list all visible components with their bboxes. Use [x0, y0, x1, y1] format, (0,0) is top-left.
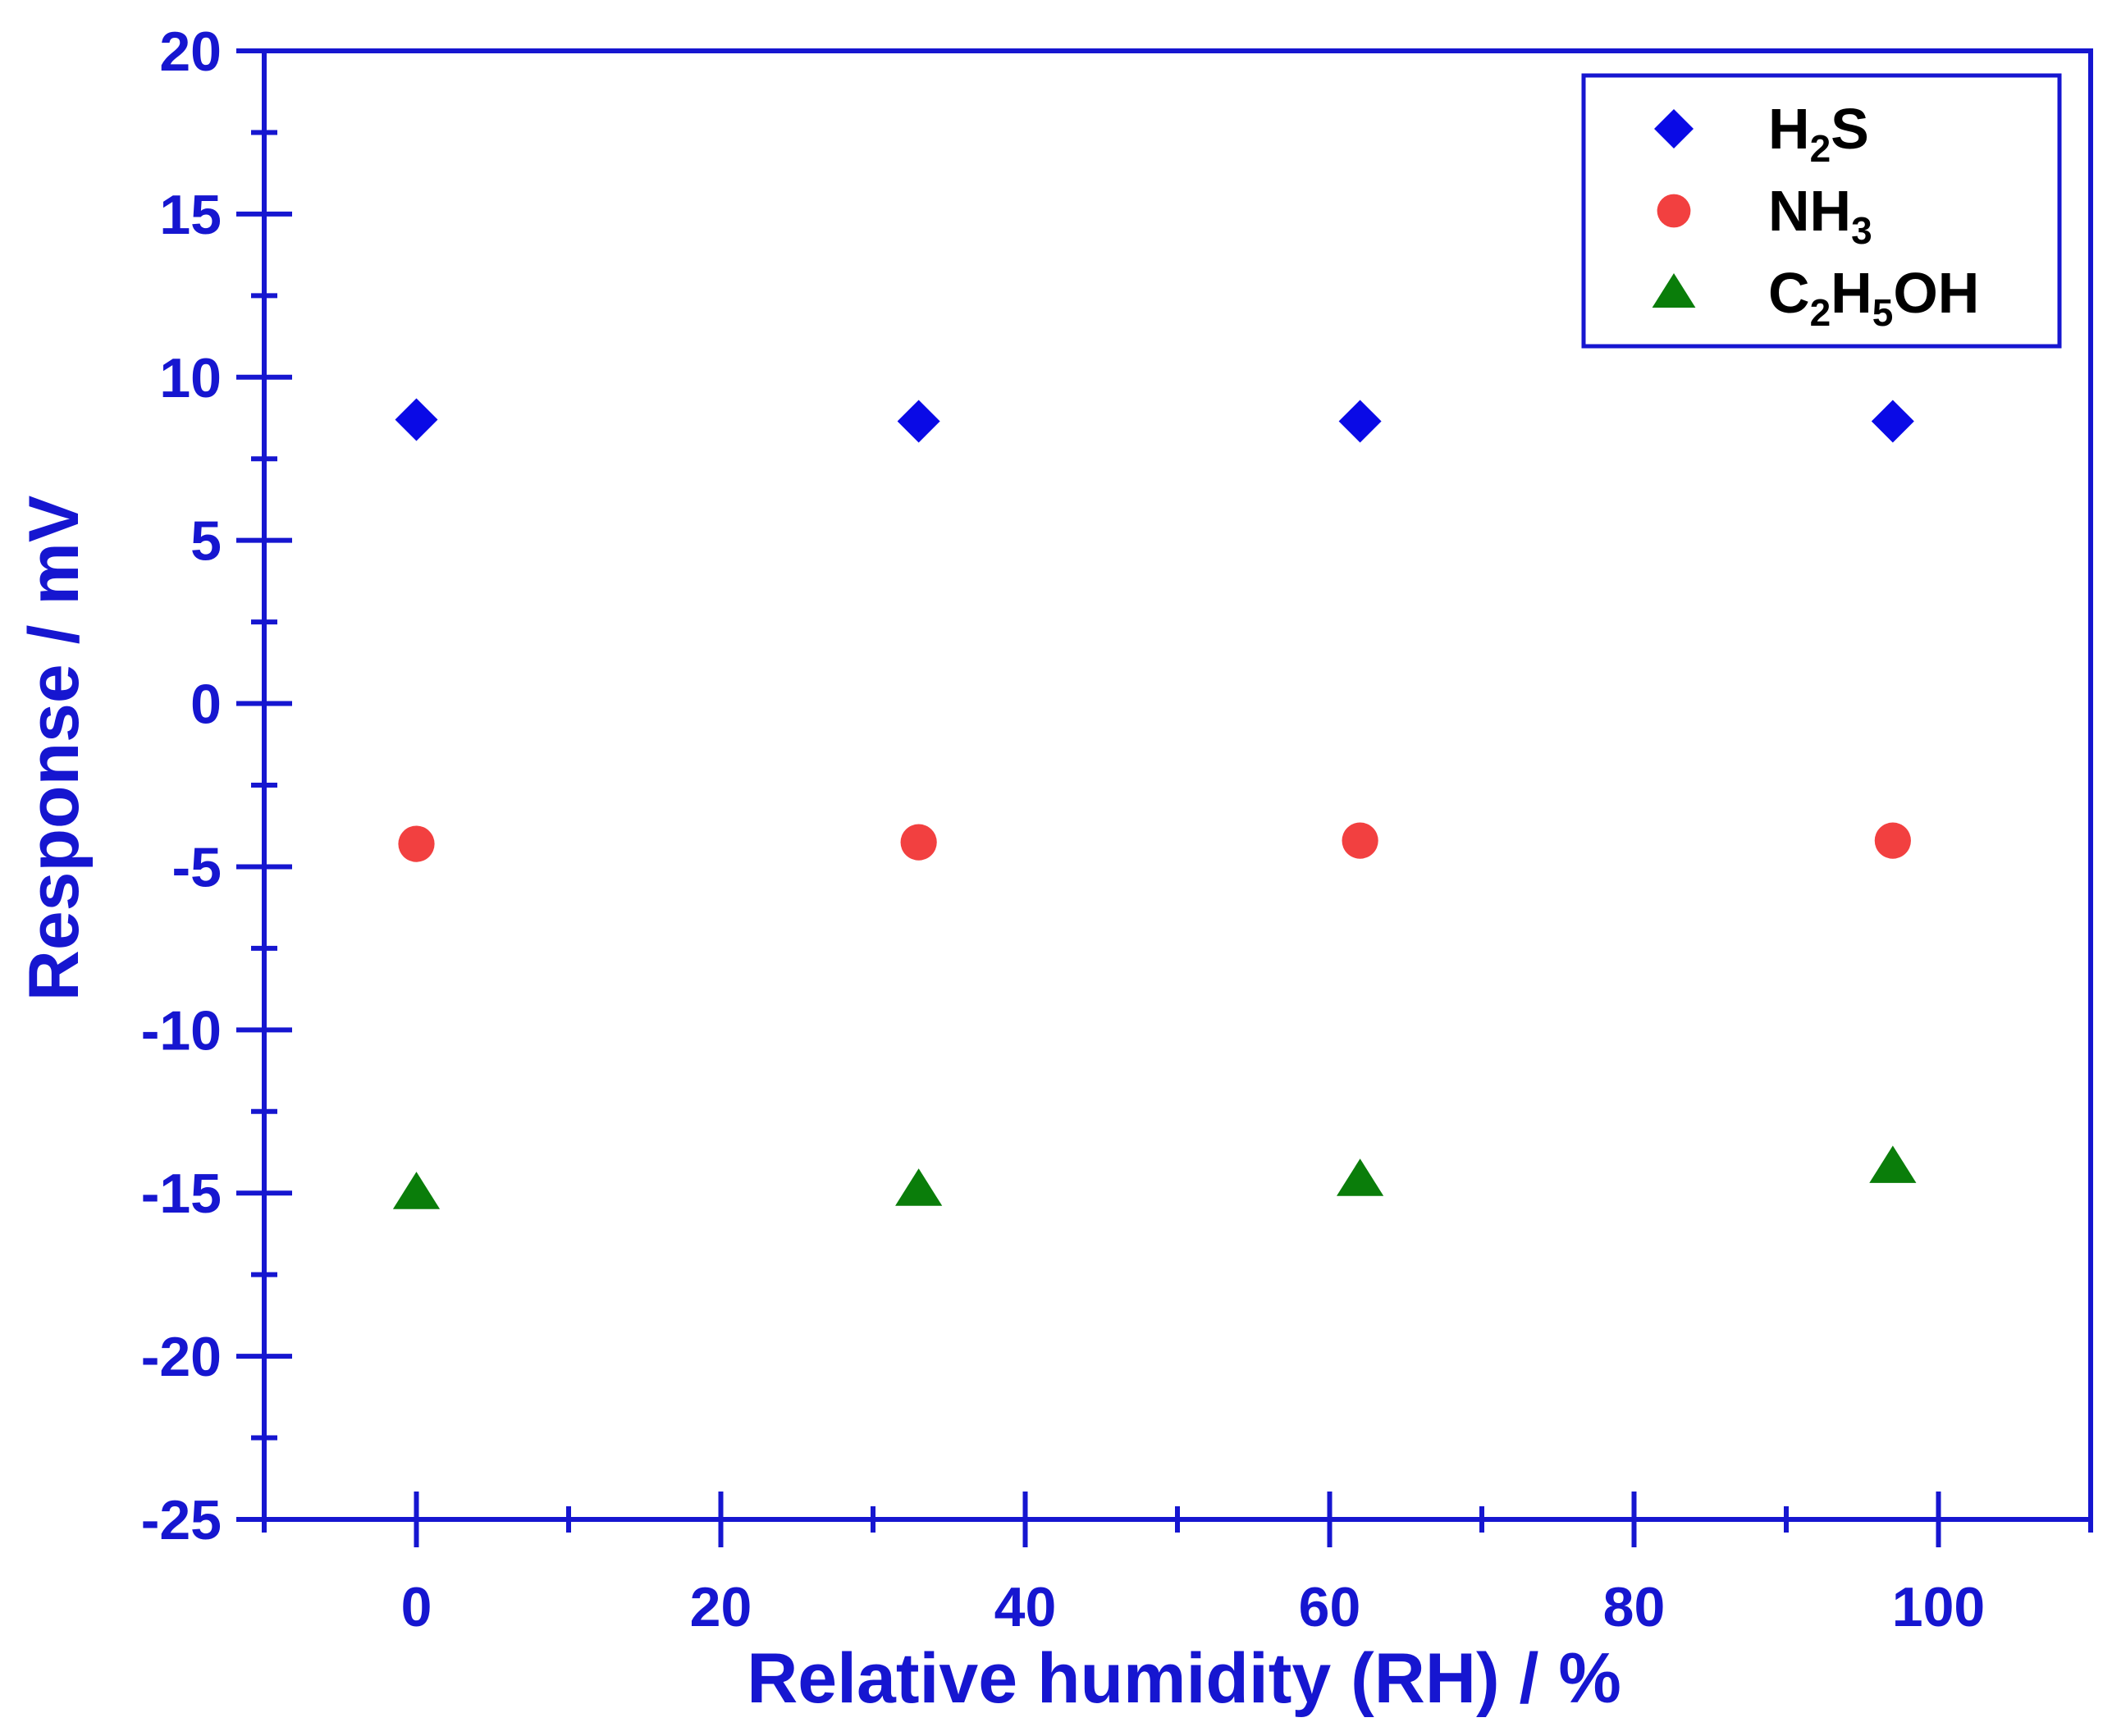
x-tick-label: 100 [1892, 1576, 1985, 1638]
x-tick-label: 20 [690, 1576, 752, 1638]
data-marks-group [392, 398, 1917, 1209]
data-point-circle [900, 824, 937, 861]
axes-group: -25 -20 -15 -10 -5 0 5 10 15 20 0 20 40 60 80 100 [141, 21, 2093, 1638]
data-point-triangle [1337, 1158, 1384, 1196]
data-point-diamond [1871, 400, 1914, 443]
data-point-diamond [897, 400, 940, 443]
legend-marker-diamond [1654, 109, 1694, 148]
data-point-triangle [1869, 1145, 1917, 1183]
legend-marker-triangle [1652, 273, 1696, 308]
x-axis-title: Relative humidity (RH) / % [747, 1639, 1621, 1718]
data-point-diamond [1338, 400, 1382, 443]
y-tick-label: -5 [172, 836, 222, 898]
y-tick-label: -15 [141, 1163, 222, 1225]
y-tick-label: 20 [159, 21, 222, 83]
x-tick-label: 40 [994, 1576, 1057, 1638]
legend-marker-circle [1657, 194, 1691, 228]
x-tick-label: 60 [1299, 1576, 1361, 1638]
y-tick-label: 5 [190, 510, 222, 573]
data-point-diamond [395, 398, 438, 441]
legend-label: H2S [1768, 97, 1869, 170]
y-tick-label: 0 [190, 674, 222, 736]
y-tick-label: -20 [141, 1326, 222, 1388]
legend: H2S NH3 C2H5OH [1581, 73, 2062, 349]
data-point-circle [1874, 822, 1911, 859]
legend-label: NH3 [1768, 179, 1872, 252]
data-point-triangle [392, 1172, 441, 1209]
y-tick-label: -25 [141, 1489, 222, 1551]
data-point-circle [1342, 822, 1378, 859]
x-tick-label: 0 [401, 1576, 432, 1638]
data-point-triangle [895, 1168, 943, 1206]
data-point-circle [398, 825, 435, 862]
y-tick-label: 15 [159, 184, 222, 246]
x-tick-label: 80 [1603, 1576, 1666, 1638]
legend-label: C2H5OH [1768, 261, 1979, 334]
y-tick-label: 10 [159, 347, 222, 409]
y-tick-label: -10 [141, 999, 222, 1062]
y-axis-title: Response / mV [15, 496, 94, 1002]
